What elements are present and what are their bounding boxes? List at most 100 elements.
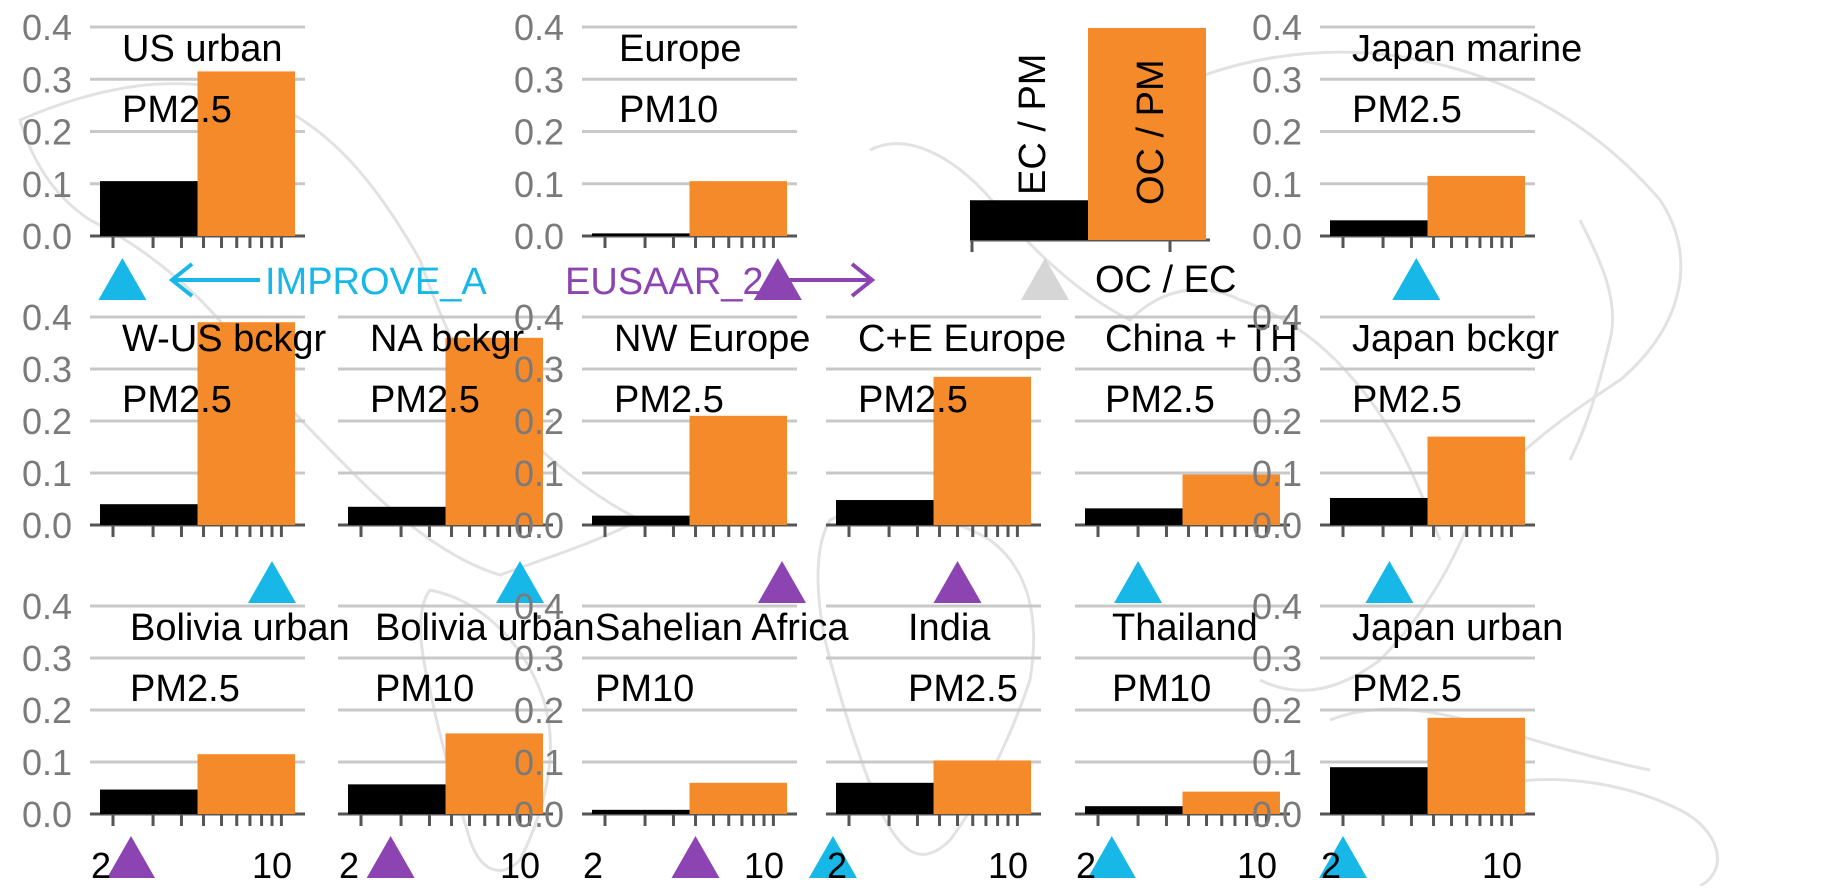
panel: 0.0 0.1 0.2 0.3 0.4 Bolivia urban PM2.5 2 10 [22,586,350,886]
ec-bar [592,515,690,525]
oc-bar [689,181,787,236]
panel-pm-label: PM10 [1112,668,1211,710]
y-tick-label: 0.1 [1252,742,1302,783]
x-tick-label: 2 [1076,845,1096,886]
oc-bar [689,782,787,814]
ec-bar [592,809,690,814]
panel: Bolivia urban PM10 2 10 [338,604,595,886]
panel-region-label: Bolivia urban [375,607,595,649]
map-outline-europe [869,142,1442,541]
panel-region-label: W-US bckgr [122,318,326,360]
legend-layer: EC / PM OC / PM OC / EC [970,28,1236,301]
oc-bar [197,71,295,236]
panel-pm-label: PM10 [375,668,474,710]
panel-region-label: NA bckgr [370,318,525,360]
panel-region-label: Bolivia urban [130,607,350,649]
panel-region-label: China + TH [1105,318,1298,360]
panel-region-label: Japan marine [1352,28,1582,70]
x-tick-label: 10 [252,845,292,886]
ec-bar [836,500,934,525]
x-tick-label: 2 [339,845,359,886]
x-tick-label: 10 [1237,845,1277,886]
ec-bar [836,782,934,814]
ec-bar [100,504,198,525]
oc-bar [933,376,1031,525]
panel: C+E Europe PM2.5 [826,315,1066,603]
panel-region-label: Europe [619,28,742,70]
panel-pm-label: PM2.5 [1352,379,1462,421]
ec-bar [1085,806,1183,814]
y-tick-label: 0.1 [1252,164,1302,205]
y-tick-label: 0.2 [514,112,564,153]
legend-ec-bar [970,200,1088,240]
panel-region-label: Japan bckgr [1352,318,1559,360]
y-tick-label: 0.1 [514,742,564,783]
y-tick-label: 0.1 [22,164,72,205]
y-tick-label: 0.4 [22,586,72,627]
panel: 0.0 0.1 0.2 0.3 0.4 Japan bckgr PM2.5 [1252,297,1559,603]
y-tick-label: 0.4 [22,297,72,338]
x-tick-label: 2 [91,845,111,886]
y-tick-label: 0.0 [514,505,564,546]
legend-ratio-label: OC / EC [1095,259,1236,301]
oc-bar [197,322,295,525]
y-tick-label: 0.0 [22,216,72,257]
y-tick-label: 0.4 [1252,7,1302,48]
panel-region-label: Sahelian Africa [595,607,849,649]
protocol-marker [1392,258,1441,300]
panel-region-label: C+E Europe [858,318,1066,360]
y-tick-label: 0.1 [22,742,72,783]
protocol-marker [366,836,415,878]
protocol-marker [758,561,806,603]
protocol-marker [247,561,296,603]
x-tick-label: 2 [1321,845,1341,886]
ec-bar [348,506,446,525]
y-tick-label: 0.4 [22,7,72,48]
oc-bar [197,754,295,814]
oc-bar [1182,474,1280,525]
panel: China + TH PM2.5 [1075,315,1298,603]
ec-bar [1330,497,1428,525]
panel-region-label: US urban [122,28,283,70]
y-tick-label: 0.0 [22,794,72,835]
y-tick-label: 0.0 [514,794,564,835]
y-tick-label: 0.2 [514,401,564,442]
y-tick-label: 0.0 [1252,216,1302,257]
y-tick-label: 0.0 [22,505,72,546]
y-tick-label: 0.3 [22,59,72,100]
panel: 0.0 0.1 0.2 0.3 0.4 W-US bckgr PM2.5 [22,297,326,603]
y-tick-label: 0.4 [514,297,564,338]
y-tick-label: 0.3 [514,349,564,390]
y-tick-label: 0.2 [22,690,72,731]
map-outline-japan [1568,219,1615,461]
panel: India PM2.5 2 10 [808,604,1041,886]
ec-bar [1085,508,1183,525]
improve-label: IMPROVE_A [265,261,487,303]
panel: 0.0 0.1 0.2 0.3 0.4 Europe PM10 [514,7,802,300]
protocol-marker [495,561,544,603]
y-tick-label: 0.1 [1252,453,1302,494]
oc-bar [445,733,543,814]
legend-oc-label: OC / PM [1130,59,1172,205]
map-outline-south-america [419,588,552,872]
y-tick-label: 0.3 [1252,349,1302,390]
y-tick-label: 0.0 [514,216,564,257]
panel-region-label: Japan urban [1352,607,1563,649]
protocol-marker [753,258,802,300]
oc-bar [1427,717,1525,814]
protocol-marker [1087,836,1136,878]
y-tick-label: 0.0 [1252,794,1302,835]
protocol-marker [1114,561,1163,603]
panel: 0.0 0.1 0.2 0.3 0.4 NW Europe PM2.5 [514,297,810,603]
legend-ec-label: EC / PM [1012,54,1054,195]
protocol-marker [107,836,156,878]
protocol-marker [1365,561,1414,603]
y-tick-label: 0.4 [514,586,564,627]
map-outline-australia [1479,778,1719,888]
y-tick-label: 0.2 [1252,690,1302,731]
panel-pm-label: PM2.5 [122,89,232,131]
panel-pm-label: PM10 [619,89,718,131]
panel-pm-label: PM2.5 [858,379,968,421]
